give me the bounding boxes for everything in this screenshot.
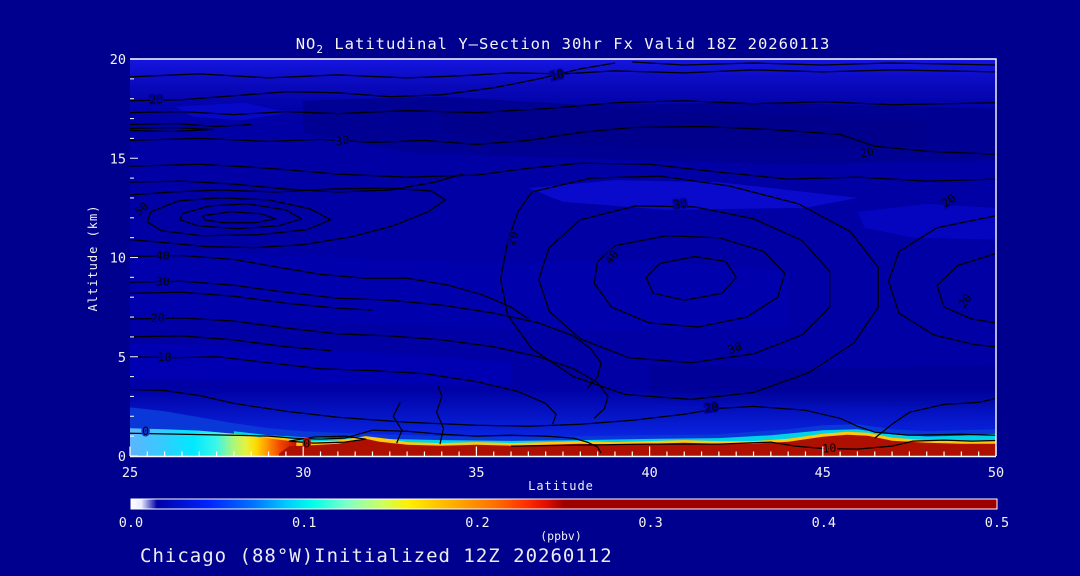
x-tick-label: 25: [122, 465, 138, 481]
contour-label: 30: [672, 196, 688, 212]
fill-patch: [175, 102, 290, 121]
contour-line: [129, 162, 997, 182]
contour-line: [129, 69, 997, 79]
contour-label: 20: [151, 311, 165, 325]
title-species: NO: [296, 35, 317, 53]
contour-line: [392, 402, 403, 444]
fill-patch: [441, 108, 927, 151]
y-tick-label: 5: [118, 350, 126, 366]
contour-label: 30: [335, 133, 351, 149]
surface-layer: [279, 434, 996, 456]
contour-line: [129, 291, 373, 311]
y-tick-label: 10: [110, 251, 126, 267]
x-axis-title: Latitude: [528, 479, 594, 493]
fill-patch: [857, 203, 996, 240]
contour-line: [129, 100, 997, 116]
colorbar-tick-label: 0.4: [812, 515, 836, 531]
contour-line: [129, 429, 602, 454]
contour-line: [129, 122, 252, 128]
colorbar-tick-label: 0.5: [985, 515, 1009, 531]
contour-label: 20: [503, 229, 521, 247]
contour-line: [129, 317, 609, 419]
contour-label: 40: [156, 249, 170, 263]
contour-label: 20: [149, 93, 163, 107]
plot-frame: [130, 58, 997, 456]
contour-label: 0: [142, 424, 149, 438]
run-annotation: Chicago (88°W)Initialized 12Z 20260112: [140, 545, 613, 567]
surface-layer: [130, 428, 297, 456]
contour-line: [528, 405, 997, 436]
x-tick-label: 35: [468, 465, 484, 481]
contour-line: [129, 254, 529, 320]
contour-label: 0: [303, 437, 310, 451]
x-tick-label: 30: [295, 465, 311, 481]
x-tick-label: 40: [641, 465, 657, 481]
contour-line: [129, 280, 602, 389]
fill-patch: [130, 342, 511, 387]
colorbar: [130, 498, 998, 510]
contour-line: [129, 335, 331, 352]
colorbar-unit-label: (ppbv): [540, 529, 582, 543]
contour-label: 10: [549, 67, 566, 84]
contour-label: 30: [156, 274, 170, 288]
contour-line: [146, 197, 332, 237]
contour-line: [129, 356, 557, 425]
y-tick-label: 20: [110, 52, 126, 68]
y-axis-title: Altitude (km): [86, 205, 100, 312]
plot-title: NO2 Latitudinal Y—Section 30hr Fx Valid …: [296, 35, 831, 56]
colorbar-tick-label: 0.1: [292, 515, 316, 531]
contour-line: [593, 235, 786, 328]
contour-line: [129, 126, 214, 133]
contour-line: [288, 435, 367, 444]
contour-line: [129, 62, 616, 102]
y-tick-label: 0: [118, 449, 126, 465]
contour-line: [632, 61, 997, 66]
contour-line: [179, 203, 303, 230]
title-rest: Latitudinal Y—Section 30hr Fx Valid 18Z …: [324, 35, 830, 53]
colorbar-tick-label: 0.3: [638, 515, 662, 531]
contour-label: 30: [726, 339, 744, 357]
contour-line: [936, 252, 997, 324]
y-tick-label: 15: [110, 151, 126, 167]
colorbar-tick-label: 0.0: [119, 515, 143, 531]
x-tick-label: 50: [988, 465, 1004, 481]
contour-line: [874, 397, 997, 439]
contour-label: 10: [822, 441, 837, 456]
contour-line: [538, 205, 831, 364]
contour-line: [887, 215, 997, 348]
contour-label: 20: [859, 144, 875, 160]
title-subscript: 2: [316, 43, 324, 56]
contour-label: 10: [158, 350, 172, 364]
contour-label: 20: [704, 400, 720, 416]
contour-line: [202, 211, 277, 224]
contour-line: [499, 175, 879, 401]
contour-line: [129, 187, 446, 249]
x-tick-label: 45: [815, 465, 831, 481]
contour-line: [435, 386, 445, 445]
colorbar-tick-label: 0.2: [465, 515, 489, 531]
contour-line: [129, 125, 997, 155]
fill-patch: [528, 180, 858, 210]
contour-line: [129, 388, 529, 427]
contour-line: [645, 255, 737, 301]
